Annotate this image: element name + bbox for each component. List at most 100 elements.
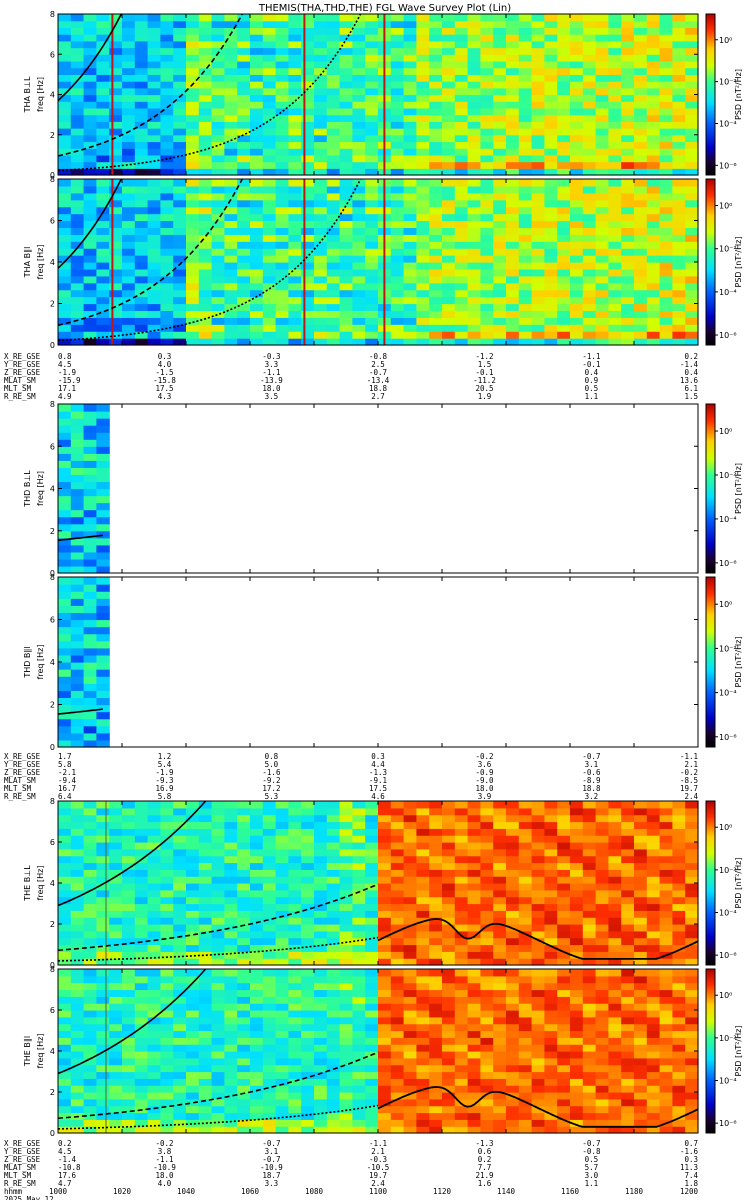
spectrogram-cell <box>390 94 405 102</box>
spectrogram-cell <box>288 81 302 89</box>
spectrogram-cell <box>480 275 494 284</box>
spectrogram-cell <box>506 862 520 870</box>
spectrogram-cell <box>582 20 597 29</box>
spectrogram-cell <box>109 862 123 870</box>
spectrogram-cell <box>531 1085 545 1093</box>
spectrogram-cell <box>378 1085 392 1093</box>
colorbar-tick-label: 10⁰ <box>719 36 732 45</box>
spectrogram-cell <box>416 185 430 194</box>
spectrogram-cell <box>224 807 238 816</box>
spectrogram-cell <box>275 1051 289 1059</box>
spectrogram-cell <box>506 20 520 29</box>
spectrogram-cell <box>557 275 571 284</box>
spectrogram-cell <box>352 262 366 270</box>
spectrogram-cell <box>646 255 661 263</box>
spectrogram-cell <box>454 168 469 176</box>
spectrogram-cell <box>96 612 110 621</box>
spectrogram-cell <box>403 255 417 263</box>
spectrogram-cell <box>58 626 72 635</box>
spectrogram-cell <box>582 876 597 884</box>
spectrogram-cell <box>403 937 417 946</box>
spectrogram-cell <box>96 996 110 1004</box>
spectrogram-cell <box>506 1016 520 1025</box>
spectrogram-cell <box>646 937 661 946</box>
spectrogram-cell <box>58 1010 72 1018</box>
spectrogram-cell <box>531 1119 545 1127</box>
spectrogram-cell <box>58 241 72 249</box>
spectrogram-cell <box>493 1030 507 1038</box>
spectrogram-cell <box>83 121 97 129</box>
spectrogram-cell <box>83 248 97 256</box>
spectrogram-cell <box>506 128 520 136</box>
spectrogram-cell <box>378 848 392 857</box>
spectrogram-cell <box>685 40 699 49</box>
spectrogram-cell <box>70 640 85 649</box>
spectrogram-cell <box>70 1105 85 1114</box>
spectrogram-cell <box>634 14 648 22</box>
spectrogram-cell <box>288 989 302 997</box>
spectrogram-cell <box>557 910 571 918</box>
spectrogram-cell <box>186 241 200 249</box>
spectrogram-cell <box>250 241 264 249</box>
spectrogram-cell <box>134 862 149 870</box>
spectrogram-cell <box>506 101 520 109</box>
spectrogram-cell <box>58 1044 72 1052</box>
spectrogram-cell <box>365 338 379 346</box>
spectrogram-cell <box>506 168 520 176</box>
spectrogram-cell <box>198 67 213 75</box>
spectrogram-cell <box>83 1051 97 1059</box>
spectrogram-cell <box>224 835 238 843</box>
spectrogram-cell <box>480 828 494 836</box>
spectrogram-cell <box>96 626 110 635</box>
spectrogram-cell <box>83 27 97 35</box>
spectrogram-cell <box>186 128 200 136</box>
spectrogram-cell <box>467 20 481 29</box>
spectrogram-cell <box>83 296 97 305</box>
spectrogram-cell <box>96 1010 110 1018</box>
spectrogram-cell <box>173 40 187 49</box>
spectrogram-cell <box>134 917 149 925</box>
spectrogram-cell <box>493 101 507 109</box>
spectrogram-cell <box>198 255 213 263</box>
spectrogram-cell <box>454 996 469 1004</box>
spectrogram-cell <box>416 199 430 208</box>
spectrogram-cell <box>595 67 609 75</box>
spectrogram-cell <box>570 234 584 242</box>
spectrogram-cell <box>608 206 622 215</box>
spectrogram-cell <box>160 199 174 208</box>
spectrogram-cell <box>262 848 277 857</box>
spectrogram-cell <box>109 801 123 809</box>
spectrogram-cell <box>58 683 72 691</box>
spectrogram-cell <box>275 34 289 42</box>
spectrogram-cell <box>493 227 507 235</box>
spectrogram-cell <box>198 262 213 270</box>
spectrogram-cell <box>339 1044 353 1052</box>
spectrogram-cell <box>173 134 187 143</box>
spectrogram-cell <box>134 185 149 194</box>
spectrogram-cell <box>672 60 686 69</box>
spectrogram-cell <box>96 404 110 412</box>
spectrogram-cell <box>58 1071 72 1079</box>
spectrogram-cell <box>314 14 328 22</box>
spectrogram-cell <box>467 1044 481 1052</box>
spectrogram-cell <box>58 989 72 997</box>
spectrogram-cell <box>365 1003 379 1011</box>
spectrogram-cell <box>160 1119 174 1127</box>
spectrogram-cell <box>211 94 225 102</box>
spectrogram-cell <box>365 828 379 836</box>
spectrogram-cell <box>506 1037 520 1045</box>
spectrogram-cell <box>173 107 187 116</box>
spectrogram-cell <box>442 982 456 991</box>
spectrogram-cell <box>326 1051 341 1059</box>
spectrogram-cell <box>390 1112 405 1120</box>
spectrogram-cell <box>326 1023 341 1032</box>
spectrogram-cell <box>83 502 97 511</box>
spectrogram-cell <box>147 331 161 339</box>
spectrogram-cell <box>608 67 622 75</box>
spectrogram-cell <box>646 801 661 809</box>
gyro-frequency-curve <box>377 918 698 960</box>
spectrogram-cell <box>288 1037 302 1045</box>
spectrogram-cell <box>96 862 110 870</box>
spectrogram-cell <box>454 241 469 249</box>
spectrogram-cell <box>275 227 289 235</box>
